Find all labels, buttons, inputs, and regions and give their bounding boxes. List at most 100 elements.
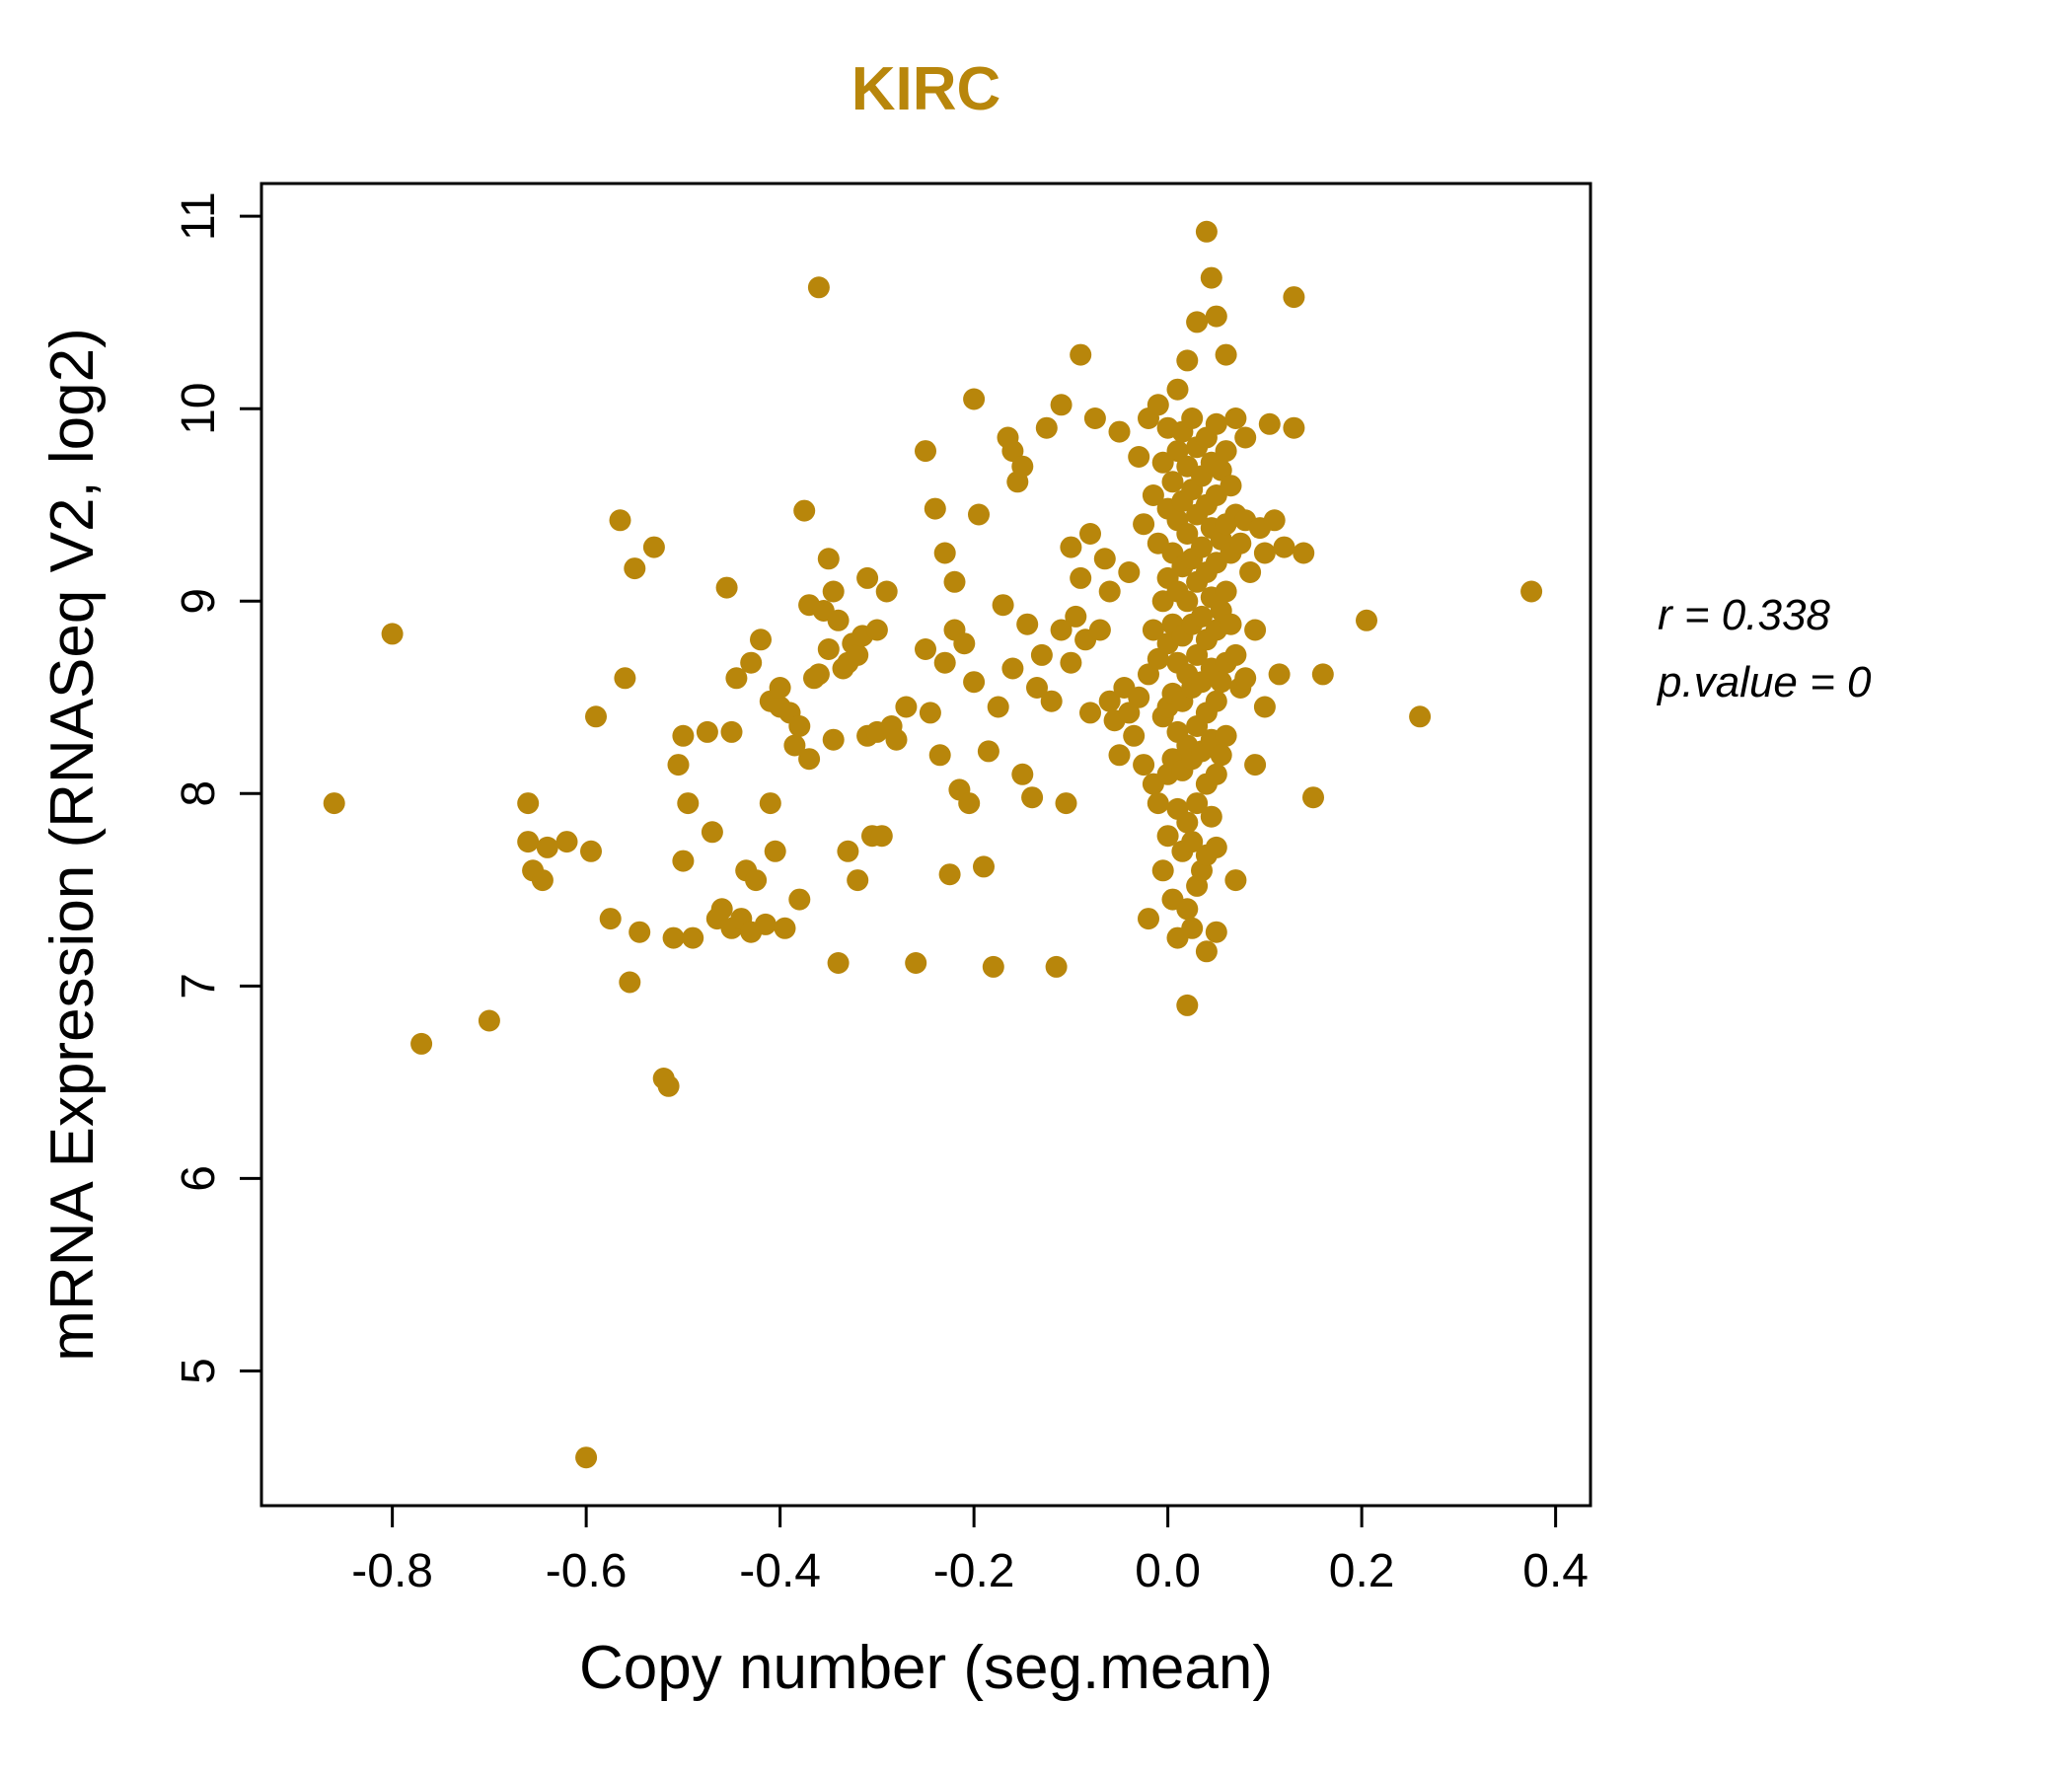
data-point xyxy=(1079,702,1101,724)
data-point xyxy=(1161,471,1184,493)
data-point xyxy=(1283,416,1305,439)
data-point xyxy=(764,840,786,862)
data-point xyxy=(1026,677,1048,699)
data-point xyxy=(1195,220,1218,243)
data-point xyxy=(740,651,763,674)
data-point xyxy=(1205,836,1227,858)
data-point xyxy=(1210,671,1232,694)
data-point xyxy=(1224,407,1247,429)
data-point xyxy=(750,629,772,651)
data-point xyxy=(1191,605,1213,628)
data-point xyxy=(1176,994,1199,1016)
data-point xyxy=(1108,420,1131,443)
data-point xyxy=(710,898,733,921)
data-point xyxy=(754,913,777,935)
data-point xyxy=(1191,536,1213,558)
data-point xyxy=(1001,657,1024,680)
data-point xyxy=(1098,690,1121,712)
data-point xyxy=(793,499,816,522)
data-point xyxy=(682,926,704,949)
data-point xyxy=(1195,940,1218,963)
data-point xyxy=(1293,542,1315,564)
data-point xyxy=(933,542,956,564)
data-point xyxy=(827,952,850,974)
data-point xyxy=(807,663,830,686)
data-point xyxy=(1409,705,1432,728)
data-point xyxy=(1016,613,1039,635)
data-point xyxy=(609,509,631,532)
data-point xyxy=(1234,667,1257,690)
data-point xyxy=(807,276,830,299)
data-point xyxy=(1200,266,1222,289)
data-point xyxy=(1055,792,1077,815)
data-point xyxy=(531,869,554,892)
data-point xyxy=(783,734,806,757)
data-point xyxy=(478,1009,500,1032)
data-point xyxy=(1098,580,1121,603)
data-point xyxy=(924,497,946,520)
data-point xyxy=(1273,536,1295,558)
data-point xyxy=(1060,651,1082,674)
data-point xyxy=(847,869,869,892)
data-point xyxy=(1220,613,1242,635)
data-point xyxy=(725,667,748,690)
data-point xyxy=(1239,561,1262,583)
stats-annotation: r = 0.338 p.value = 0 xyxy=(1658,582,1872,716)
data-point xyxy=(1001,440,1024,463)
data-point xyxy=(1520,580,1543,603)
data-point xyxy=(915,638,936,660)
data-point xyxy=(1253,696,1276,718)
data-point xyxy=(696,720,718,743)
data-point xyxy=(769,677,791,699)
p-value: p.value = 0 xyxy=(1658,658,1872,707)
data-point xyxy=(788,715,811,737)
data-point xyxy=(1220,475,1242,497)
data-point xyxy=(827,609,850,631)
y-tick-label: 6 xyxy=(173,1165,225,1192)
y-tick-label: 10 xyxy=(173,383,225,435)
data-point xyxy=(1070,343,1092,366)
data-point xyxy=(837,840,859,862)
y-tick-label: 7 xyxy=(173,973,225,999)
data-point xyxy=(580,840,602,862)
data-point xyxy=(1234,426,1257,449)
data-point xyxy=(963,388,986,410)
data-point xyxy=(1021,786,1044,809)
data-point xyxy=(870,825,893,848)
data-point xyxy=(1205,412,1227,435)
data-point xyxy=(1205,763,1227,785)
data-point xyxy=(1210,744,1232,767)
data-point xyxy=(1311,663,1334,686)
x-axis-title: Copy number (seg.mean) xyxy=(579,1634,1273,1702)
correlation-value: r = 0.338 xyxy=(1658,591,1830,639)
data-point xyxy=(555,831,578,853)
data-point xyxy=(943,570,966,593)
data-point xyxy=(1128,446,1150,468)
data-point xyxy=(953,632,976,655)
data-point xyxy=(963,671,986,694)
data-point xyxy=(1258,412,1281,435)
data-point xyxy=(1224,869,1247,892)
data-point xyxy=(1181,831,1204,853)
data-point xyxy=(672,724,695,747)
data-point xyxy=(1215,343,1237,366)
data-point xyxy=(599,908,622,930)
data-point xyxy=(1205,305,1227,328)
y-tick-label: 8 xyxy=(173,780,225,807)
data-point xyxy=(915,440,936,463)
data-point xyxy=(629,921,651,943)
data-point xyxy=(1147,792,1169,815)
data-point xyxy=(1268,663,1291,686)
data-point xyxy=(1224,643,1247,666)
data-point xyxy=(1142,619,1164,641)
data-point xyxy=(672,850,695,872)
data-point xyxy=(938,863,961,886)
data-point xyxy=(1181,917,1204,939)
data-point xyxy=(1079,523,1101,545)
data-point xyxy=(1011,455,1034,478)
data-point xyxy=(1118,561,1141,583)
data-point xyxy=(1283,286,1305,309)
data-point xyxy=(1205,921,1227,943)
data-point xyxy=(1176,349,1199,372)
